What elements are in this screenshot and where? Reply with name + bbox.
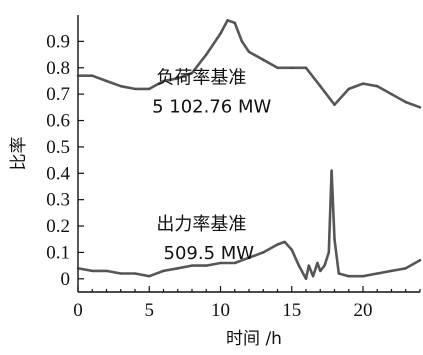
chart-annotation: 负荷率基准 bbox=[156, 68, 246, 89]
data-point bbox=[291, 67, 293, 69]
data-point bbox=[338, 272, 340, 275]
y-tick-label: 0.9 bbox=[46, 31, 70, 52]
data-point bbox=[376, 272, 379, 275]
data-point bbox=[305, 67, 307, 69]
chart-annotation: 5 102.76 MW bbox=[152, 97, 271, 118]
data-point bbox=[419, 259, 421, 262]
data-point bbox=[319, 270, 322, 272]
data-point bbox=[148, 275, 151, 278]
x-tick-label: 0 bbox=[73, 300, 83, 321]
y-axis-label: 比率 bbox=[9, 137, 29, 171]
y-tick-label: 0.4 bbox=[46, 163, 70, 184]
data-point bbox=[241, 40, 243, 43]
data-point bbox=[333, 103, 336, 106]
y-tick-label: 0.3 bbox=[46, 190, 70, 211]
y-tick-label: 0.2 bbox=[46, 216, 70, 237]
data-point bbox=[323, 264, 326, 267]
series-layer bbox=[76, 19, 422, 281]
data-point bbox=[120, 85, 122, 87]
data-point bbox=[105, 270, 108, 272]
series-line-1 bbox=[76, 19, 422, 109]
data-point bbox=[205, 264, 208, 267]
y-tick-label: 0 bbox=[61, 269, 71, 290]
data-point bbox=[248, 51, 250, 53]
annotation-layer: 负荷率基准 5 102.76 MW 出力率基准 509.5 MW bbox=[152, 68, 271, 264]
x-tick-label: 20 bbox=[354, 300, 373, 321]
data-point bbox=[177, 77, 179, 80]
chart-annotation: 509.5 MW bbox=[164, 243, 255, 264]
data-point bbox=[316, 262, 319, 264]
data-point bbox=[177, 267, 179, 270]
data-point bbox=[219, 262, 222, 264]
data-point bbox=[226, 19, 229, 22]
chart-annotation: 出力率基准 bbox=[156, 214, 246, 235]
data-point bbox=[248, 256, 250, 259]
data-point bbox=[276, 67, 279, 69]
data-point bbox=[191, 72, 193, 74]
data-point bbox=[134, 88, 136, 90]
data-point bbox=[308, 264, 310, 267]
y-tick-label: 0.5 bbox=[46, 137, 70, 158]
data-point bbox=[134, 272, 136, 275]
data-point bbox=[291, 249, 293, 251]
data-point bbox=[328, 251, 330, 254]
series-line-2 bbox=[76, 169, 422, 281]
data-point bbox=[162, 80, 165, 82]
data-point bbox=[333, 238, 336, 240]
data-point bbox=[283, 241, 286, 243]
data-point bbox=[390, 270, 393, 272]
data-point bbox=[219, 32, 222, 35]
data-point bbox=[77, 267, 79, 270]
x-axis-label: 时间 /h bbox=[226, 329, 282, 349]
data-point bbox=[405, 267, 407, 270]
data-point bbox=[262, 251, 265, 254]
y-tick-label: 0.6 bbox=[46, 111, 70, 132]
data-point bbox=[330, 169, 333, 172]
data-point bbox=[348, 275, 350, 278]
data-point bbox=[234, 22, 236, 24]
data-point bbox=[362, 82, 364, 85]
data-point bbox=[276, 243, 279, 246]
data-point bbox=[91, 74, 94, 77]
data-point bbox=[148, 88, 151, 90]
data-point bbox=[105, 80, 108, 82]
data-point bbox=[348, 88, 350, 90]
data-point bbox=[362, 275, 364, 278]
y-tick-label: 0.7 bbox=[46, 84, 70, 105]
x-tick-label: 15 bbox=[282, 300, 301, 321]
data-point bbox=[405, 101, 407, 103]
data-point bbox=[419, 106, 421, 109]
data-point bbox=[376, 85, 379, 87]
data-point bbox=[319, 85, 322, 87]
axes-layer: 0 0.1 0.2 0.3 0.4 0.5 0.6 0.7 0.8 0.9 0 5 10 15 20 时间 /… bbox=[9, 15, 421, 349]
y-tick-label: 0.8 bbox=[46, 58, 70, 79]
data-point bbox=[262, 59, 265, 61]
data-point bbox=[312, 275, 314, 278]
data-point bbox=[298, 264, 300, 267]
data-point bbox=[305, 278, 307, 280]
data-point bbox=[120, 272, 122, 275]
data-point bbox=[77, 74, 79, 77]
data-point bbox=[91, 270, 94, 272]
x-tick-label: 5 bbox=[145, 300, 155, 321]
data-point bbox=[390, 93, 393, 95]
data-point bbox=[205, 53, 208, 56]
data-point bbox=[162, 270, 165, 272]
data-point bbox=[191, 264, 193, 267]
y-tick-label: 0.1 bbox=[46, 242, 70, 263]
x-tick-label: 10 bbox=[211, 300, 230, 321]
data-point bbox=[234, 262, 236, 264]
